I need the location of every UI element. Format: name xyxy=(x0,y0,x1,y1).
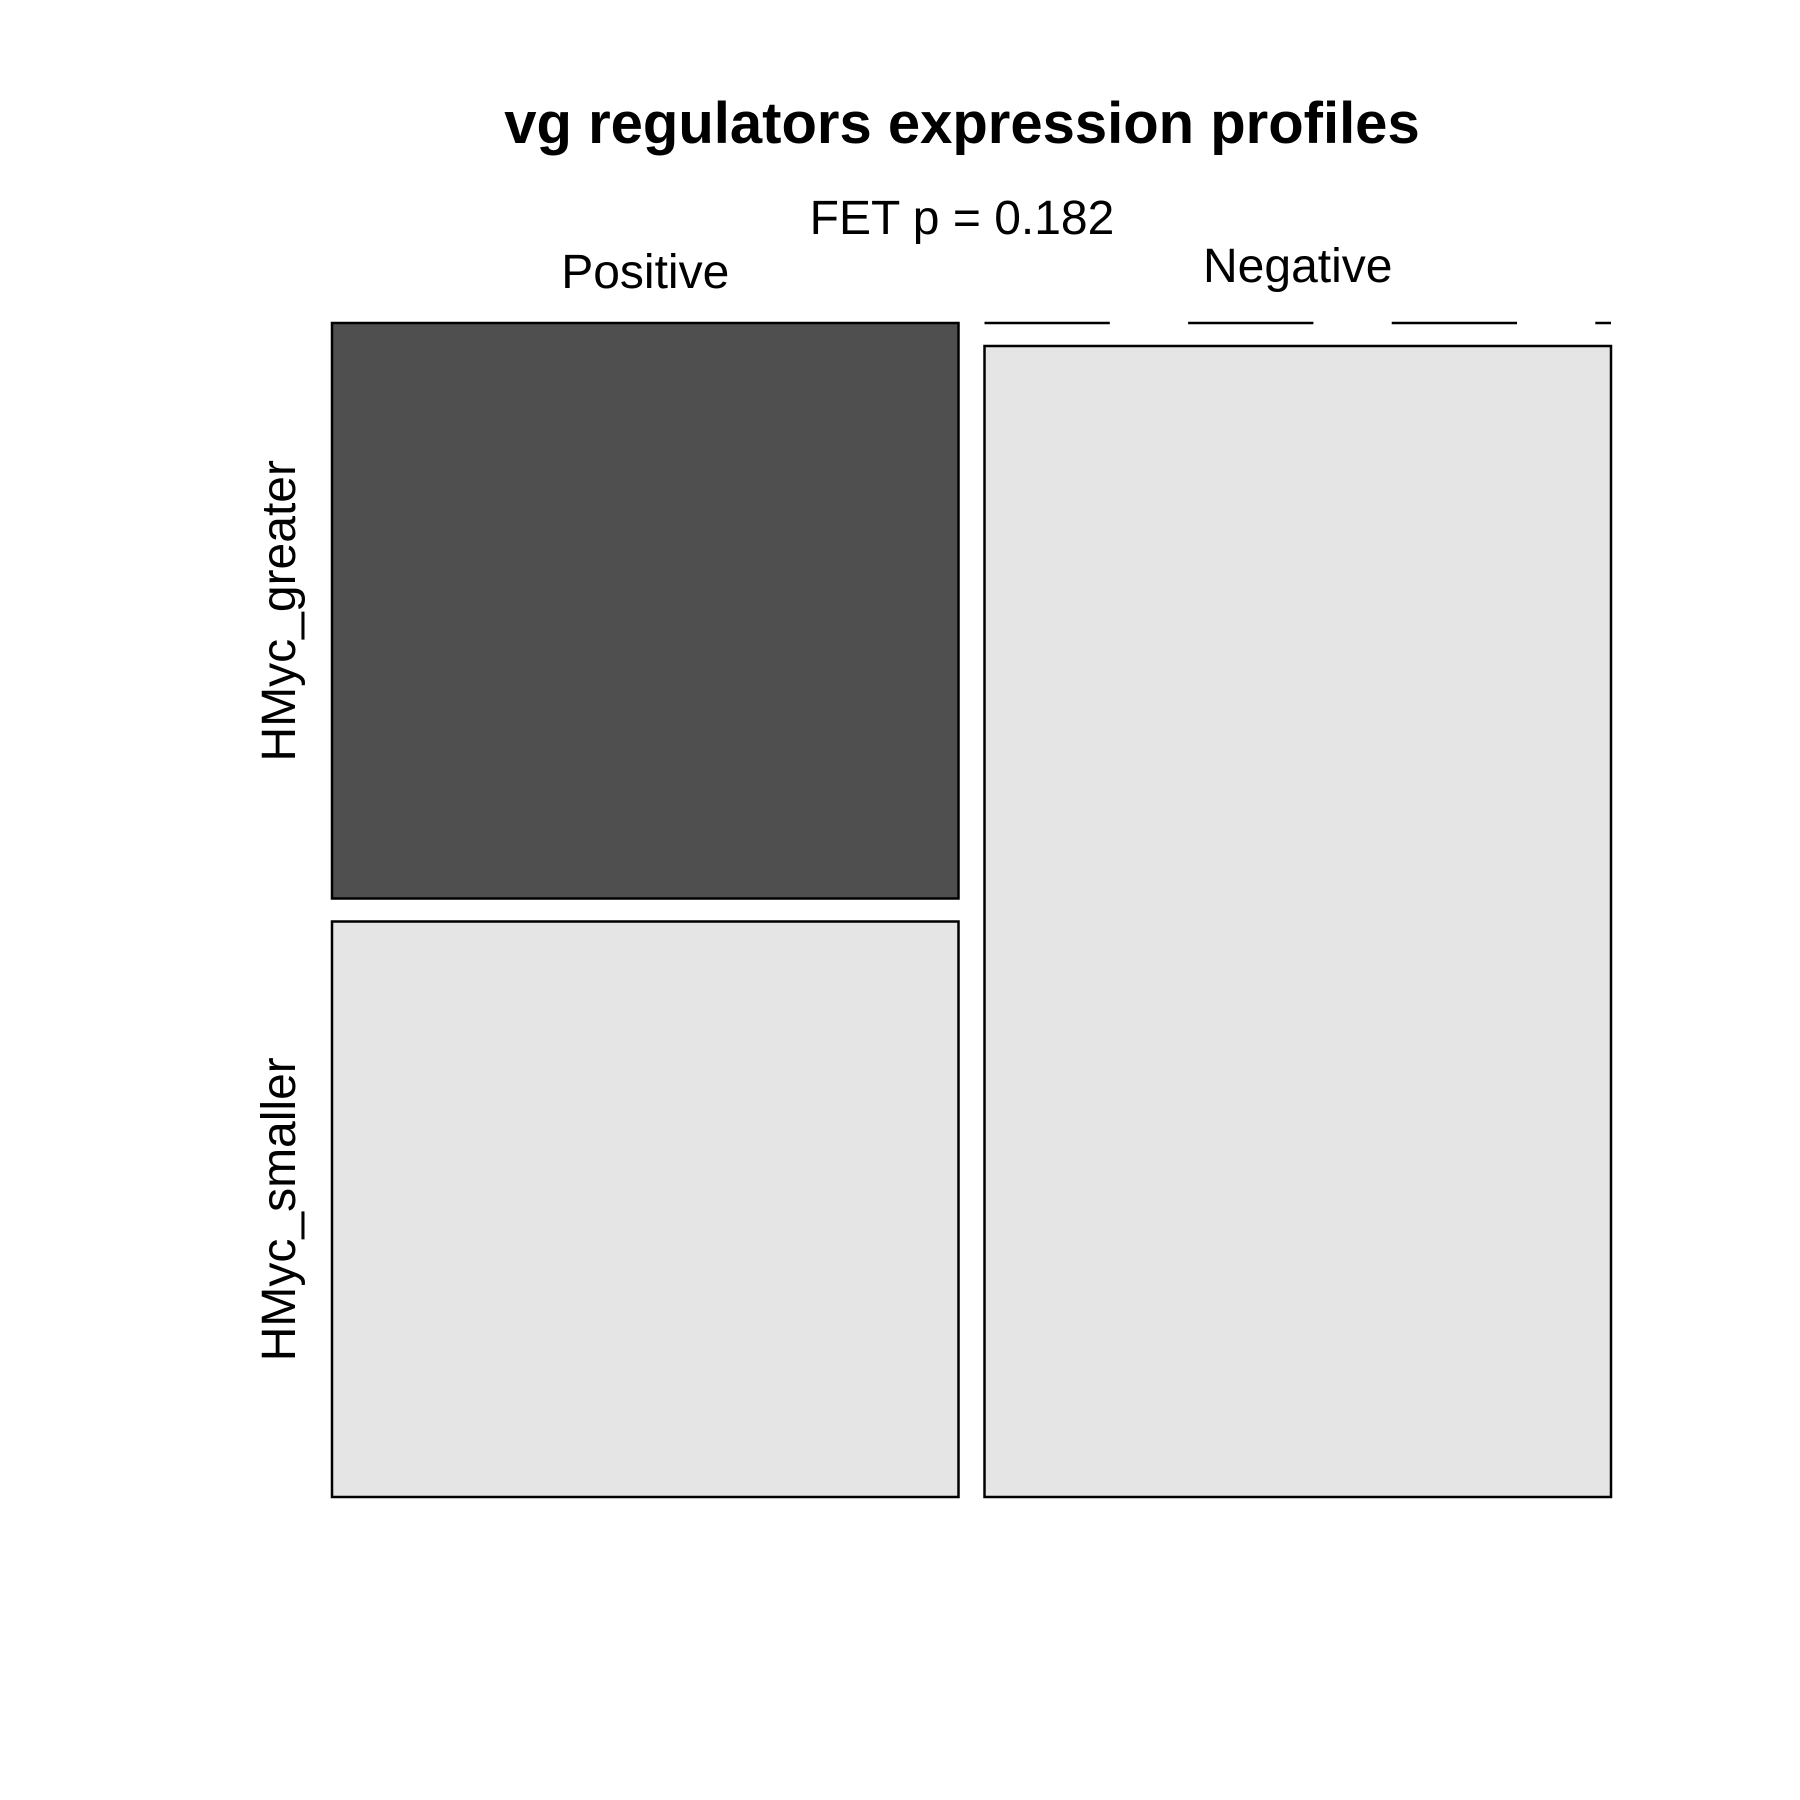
tile-negative-hmyc-smaller xyxy=(983,344,1613,1499)
column-labels: Positive Negative xyxy=(561,240,1392,299)
tile-positive-hmyc-smaller xyxy=(330,920,960,1499)
chart-subtitle: FET p = 0.182 xyxy=(810,192,1115,245)
column-label-positive: Positive xyxy=(561,246,729,299)
chart-title: vg regulators expression profiles xyxy=(504,91,1419,156)
column-label-negative: Negative xyxy=(1203,240,1392,293)
tile-positive-hmyc-greater xyxy=(330,321,960,900)
row-labels: HMyc_greater HMyc_smaller xyxy=(253,460,306,1361)
row-label-hmyc-smaller: HMyc_smaller xyxy=(253,1057,306,1361)
mosaic-tiles xyxy=(330,321,1613,1499)
row-label-hmyc-greater: HMyc_greater xyxy=(253,460,306,761)
